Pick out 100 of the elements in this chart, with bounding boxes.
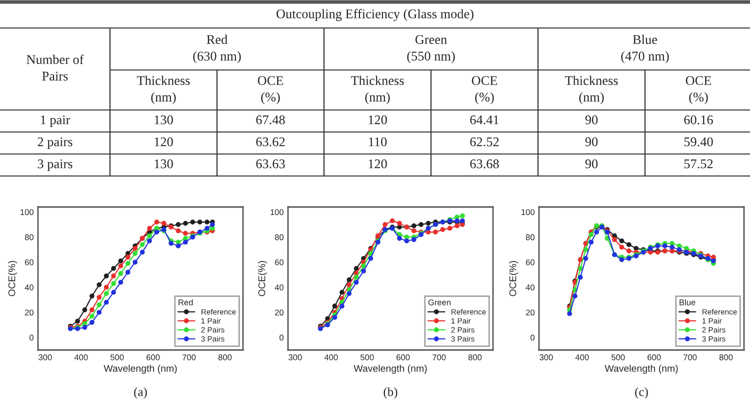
- point: [361, 268, 366, 274]
- point: [447, 226, 452, 231]
- x-axis-title: Wavelength (nm): [104, 364, 177, 374]
- y-tick-label: 0: [30, 334, 34, 341]
- point: [90, 307, 94, 312]
- point: [662, 243, 668, 248]
- y-tick-label: 80: [274, 234, 284, 240]
- x-axis-title: Wavelength (nm): [354, 364, 427, 374]
- x-tick-label: 300: [540, 354, 553, 360]
- text: 110: [369, 137, 387, 146]
- point: [176, 222, 181, 227]
- text: 57.52: [684, 159, 713, 168]
- point: [619, 244, 624, 250]
- text: Outcoupling Efficiency (Glass mode): [276, 8, 474, 22]
- point: [147, 226, 152, 231]
- text: 63.63: [256, 159, 285, 168]
- point: [104, 284, 109, 290]
- x-tick-label: 300: [38, 354, 52, 360]
- y-tick-label: 20: [24, 310, 34, 316]
- legend-title: Blue: [680, 299, 696, 306]
- point: [111, 281, 116, 286]
- point: [154, 220, 160, 224]
- y-tick-label: 20: [526, 310, 535, 316]
- text: Green (550 nm): [407, 35, 455, 64]
- point: [147, 233, 152, 238]
- text: 130: [154, 159, 173, 168]
- point: [433, 230, 438, 235]
- text: 63.62: [256, 137, 285, 146]
- point: [361, 264, 366, 268]
- x-tick-label: 600: [146, 354, 160, 360]
- text: (c): [635, 387, 648, 399]
- point: [118, 264, 124, 268]
- point: [125, 261, 130, 266]
- point: [340, 304, 344, 309]
- point: [111, 290, 116, 295]
- point: [390, 218, 395, 224]
- x-tick-label: 500: [612, 354, 625, 360]
- x-tick-label: 700: [684, 354, 697, 360]
- y-tick-label: 20: [274, 310, 284, 316]
- text: Red (630 nm): [193, 34, 241, 64]
- point: [411, 228, 416, 234]
- point: [440, 227, 446, 232]
- text: 1 pair: [40, 115, 70, 127]
- point: [332, 304, 338, 309]
- y-axis-title: OCE(%): [8, 261, 18, 296]
- x-tick-label: 400: [74, 354, 88, 360]
- x-tick-label: 500: [360, 354, 374, 360]
- y-tick-label: 0: [280, 334, 284, 341]
- x-tick-label: 700: [432, 354, 446, 360]
- point: [161, 220, 166, 226]
- point: [183, 220, 188, 226]
- point: [90, 294, 94, 298]
- point: [111, 274, 116, 278]
- y-tick-label: 100: [522, 209, 535, 216]
- point: [96, 310, 102, 315]
- point: [588, 240, 594, 245]
- point: [168, 240, 174, 246]
- point: [140, 250, 145, 255]
- point: [125, 270, 130, 275]
- point: [454, 223, 460, 228]
- point: [104, 300, 109, 305]
- point: [96, 302, 102, 308]
- point: [104, 274, 109, 278]
- point: [612, 237, 617, 242]
- text: 120: [368, 159, 387, 168]
- y-tick-label: 100: [270, 209, 284, 216]
- point: [346, 277, 352, 282]
- point: [583, 247, 588, 252]
- point: [118, 271, 124, 276]
- text: (a): [134, 387, 147, 399]
- point: [368, 256, 374, 261]
- text: 120: [154, 137, 173, 146]
- x-tick-label: 700: [182, 354, 196, 360]
- y-tick-label: 60: [24, 259, 34, 266]
- point: [176, 243, 181, 248]
- text: OCE (%): [258, 76, 284, 104]
- point: [670, 244, 674, 250]
- text: 90: [585, 159, 598, 168]
- text: 90: [585, 137, 598, 146]
- point: [354, 274, 359, 280]
- point: [96, 294, 102, 300]
- y-tick-label: 60: [274, 259, 284, 266]
- x-tick-label: 600: [648, 354, 661, 360]
- text: Thickness (nm): [564, 76, 618, 104]
- point: [404, 238, 410, 244]
- point: [183, 240, 188, 245]
- text: 120: [368, 115, 387, 124]
- point: [619, 257, 624, 262]
- text: 67.48: [256, 115, 285, 124]
- point: [578, 274, 583, 280]
- point: [125, 254, 130, 260]
- point: [382, 222, 388, 227]
- y-tick-label: 100: [20, 209, 34, 216]
- point: [411, 237, 416, 242]
- y-axis-title: OCE(%): [509, 261, 518, 296]
- y-tick-label: 0: [530, 334, 535, 341]
- point: [204, 220, 210, 224]
- text: Blue (470 nm): [621, 34, 669, 64]
- text: Thickness (nm): [350, 76, 404, 104]
- point: [567, 311, 572, 316]
